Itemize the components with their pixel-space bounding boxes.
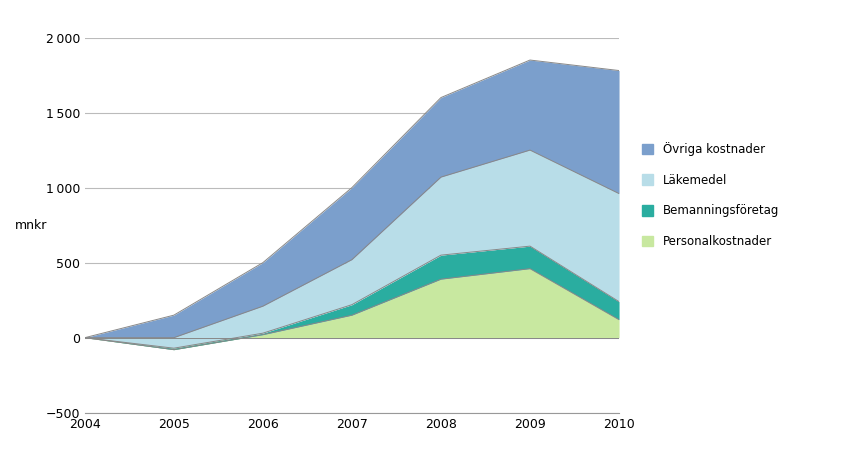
Legend: Övriga kostnader, Läkemedel, Bemanningsföretag, Personalkostnader: Övriga kostnader, Läkemedel, Bemanningsf… (636, 136, 785, 254)
Y-axis label: mnkr: mnkr (15, 219, 47, 232)
